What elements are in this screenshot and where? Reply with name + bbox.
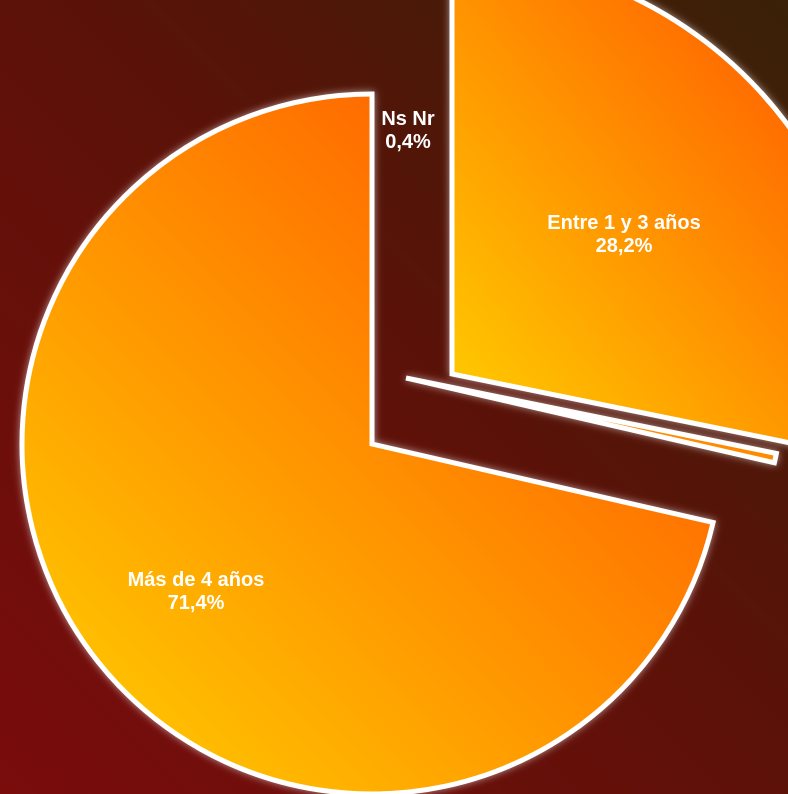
slice-percentage: 71,4% bbox=[168, 592, 225, 614]
pie-slice-label-2: Ns Nr 0,4% bbox=[381, 108, 435, 153]
pie-slice-label-1: Entre 1 y 3 años 28,2% bbox=[547, 212, 700, 257]
pie-slice-3 bbox=[19, 91, 717, 794]
pie-slice-label-3: Más de 4 años 71,4% bbox=[128, 569, 265, 614]
slice-category: Más de 4 años bbox=[128, 569, 265, 591]
slice-category: Entre 1 y 3 años bbox=[547, 212, 700, 234]
slice-category: Ns Nr bbox=[381, 108, 435, 130]
slice-percentage: 0,4% bbox=[385, 131, 431, 153]
pie-slice-2 bbox=[405, 375, 780, 466]
slice-percentage: 28,2% bbox=[596, 235, 653, 257]
pie-slice-1 bbox=[449, 0, 788, 446]
